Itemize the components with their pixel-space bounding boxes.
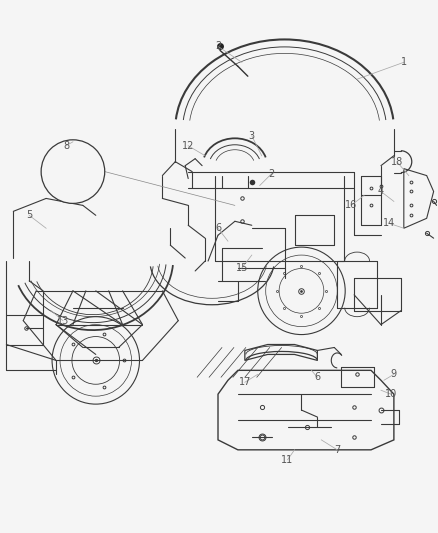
Text: 2: 2	[215, 42, 221, 51]
Text: 2: 2	[268, 168, 275, 179]
Text: 9: 9	[391, 369, 397, 379]
Text: 8: 8	[63, 141, 69, 151]
Text: 3: 3	[249, 131, 255, 141]
Text: 18: 18	[391, 157, 403, 167]
Text: 11: 11	[282, 455, 294, 465]
Text: 6: 6	[314, 372, 321, 382]
Text: 14: 14	[383, 219, 395, 228]
Text: 5: 5	[26, 211, 32, 220]
Text: 12: 12	[182, 141, 194, 151]
Text: 16: 16	[345, 200, 357, 211]
Text: 7: 7	[334, 445, 340, 455]
Circle shape	[41, 140, 105, 204]
Text: 17: 17	[239, 377, 251, 387]
Text: 1: 1	[401, 58, 407, 67]
Text: 4: 4	[378, 187, 384, 197]
Text: 13: 13	[57, 316, 69, 326]
Text: 15: 15	[236, 263, 248, 273]
Text: 10: 10	[385, 389, 397, 399]
Text: 6: 6	[215, 223, 221, 233]
